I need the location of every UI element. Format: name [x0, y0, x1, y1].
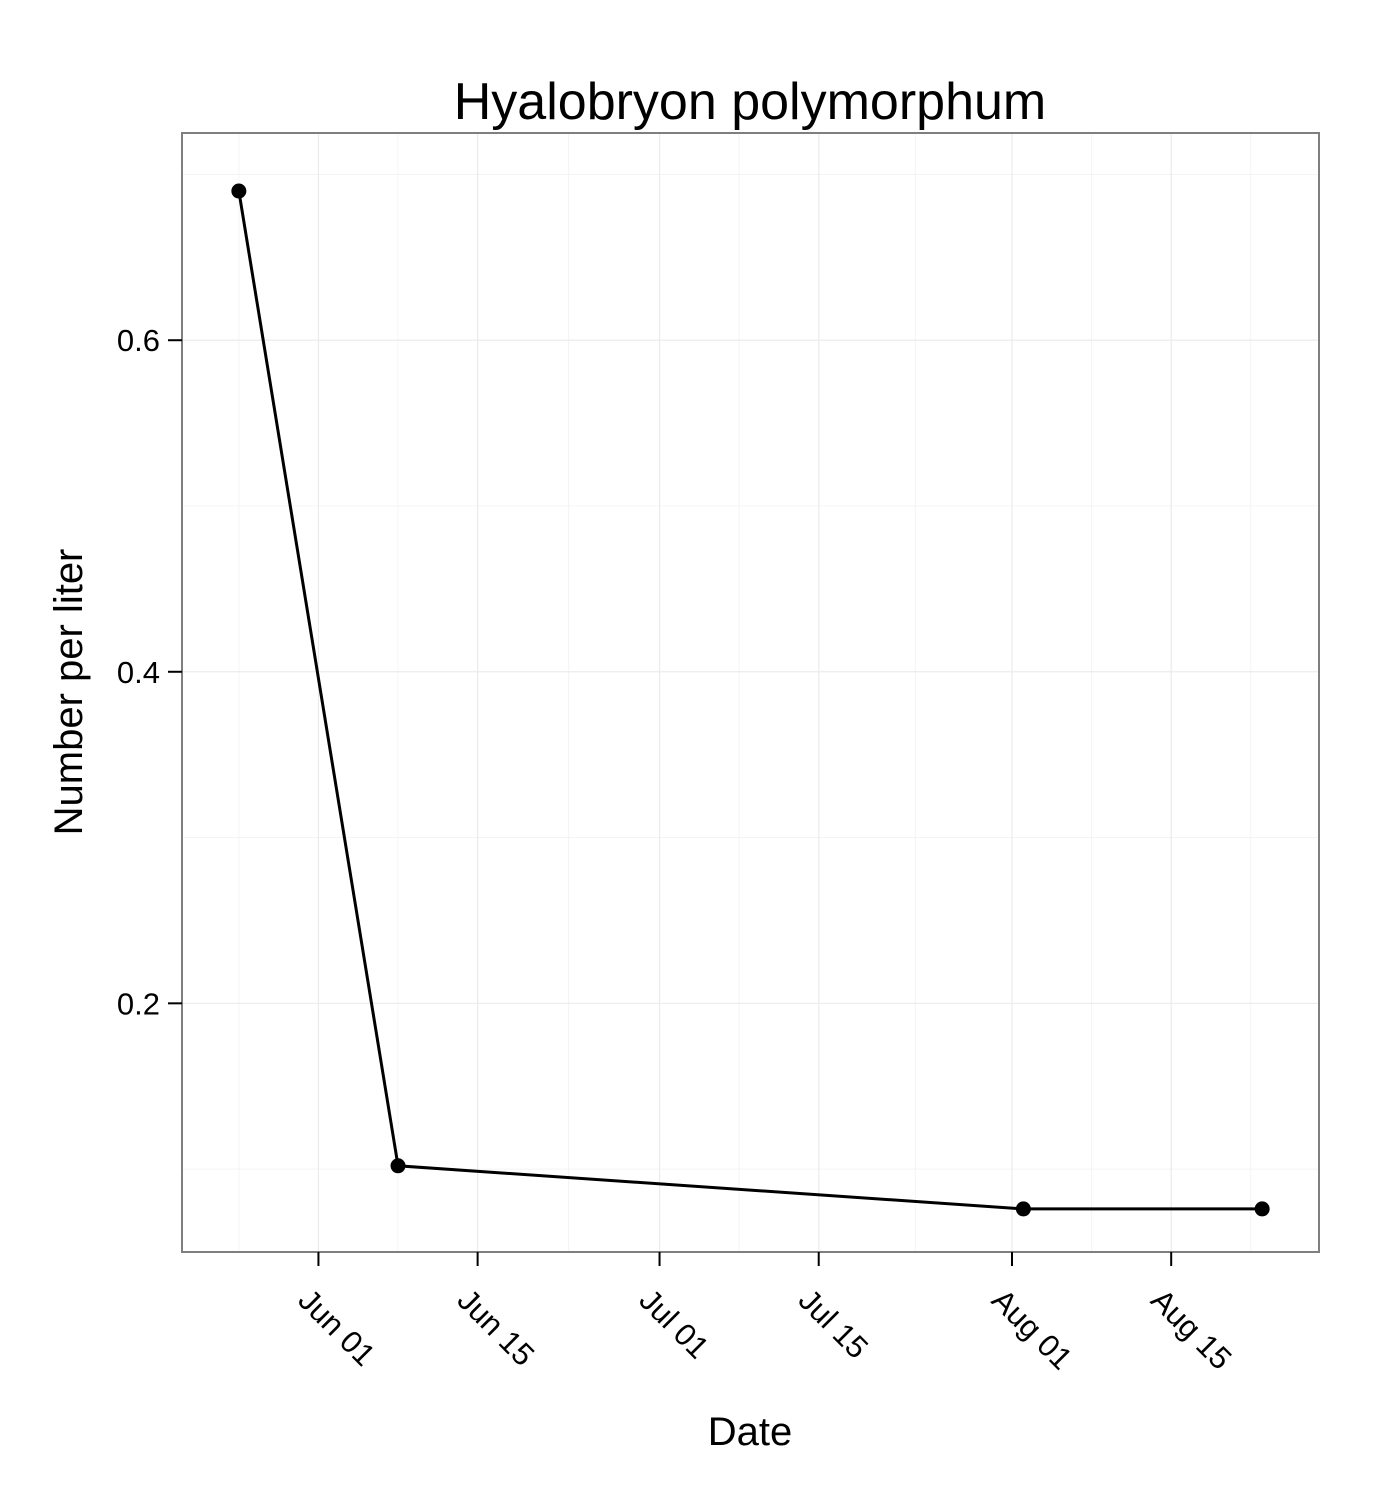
- y-tick-label: 0.2: [117, 986, 160, 1021]
- y-tick-label: 0.6: [117, 323, 160, 358]
- y-axis-title: Number per liter: [47, 549, 91, 836]
- x-tick-label: Jun 15: [451, 1282, 542, 1373]
- x-tick-label: Jul 15: [792, 1282, 875, 1365]
- chart-title: Hyalobryon polymorphum: [454, 73, 1047, 131]
- x-tick-label: Aug 01: [985, 1282, 1079, 1376]
- plot-panel: [181, 132, 1320, 1253]
- data-point: [1015, 1201, 1031, 1217]
- series-layer: [231, 183, 1270, 1217]
- data-point: [231, 183, 247, 199]
- x-tick-label: Aug 15: [1144, 1282, 1238, 1376]
- x-tick-label: Jun 01: [291, 1282, 382, 1373]
- x-axis-title: Date: [708, 1410, 793, 1454]
- y-tick-label: 0.4: [117, 655, 160, 690]
- data-point: [390, 1158, 406, 1174]
- x-tick-label: Jul 01: [633, 1282, 716, 1365]
- series-line: [237, 190, 1263, 1211]
- grid-lines: [182, 133, 1319, 1252]
- data-point: [1254, 1201, 1270, 1217]
